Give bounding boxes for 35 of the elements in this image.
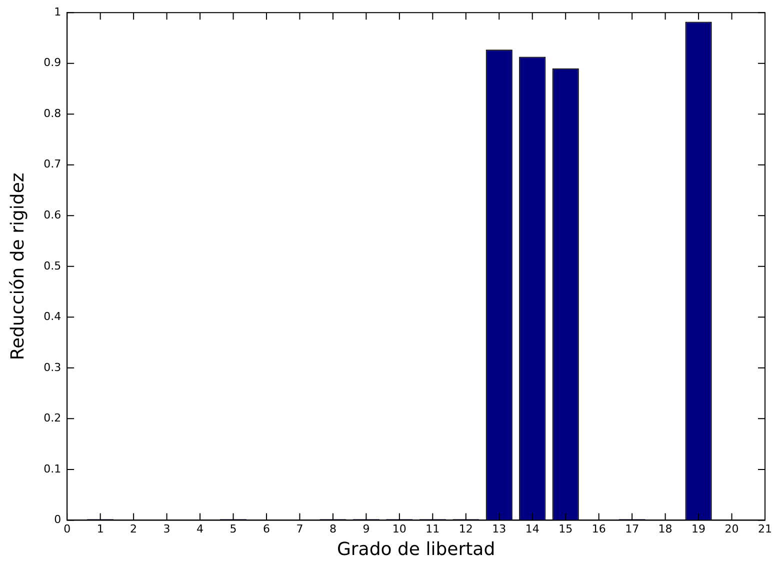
x-tick-label: 7 xyxy=(296,522,304,536)
y-tick-label: 0.7 xyxy=(44,158,62,171)
y-tick-label: 1 xyxy=(54,5,62,18)
x-tick-label: 17 xyxy=(625,522,640,536)
x-axis-title: Grado de libertad xyxy=(336,538,496,560)
y-axis-title: Reducción de rigidez xyxy=(7,172,28,360)
x-tick-label: 0 xyxy=(64,522,71,536)
x-tick-label: 12 xyxy=(458,522,473,536)
x-tick-label: 3 xyxy=(163,522,170,536)
x-tick-label: 18 xyxy=(658,522,672,536)
x-tick-label: 15 xyxy=(558,522,573,536)
y-tick-label: 0.4 xyxy=(44,310,62,324)
y-tick-label: 0.2 xyxy=(44,412,62,425)
x-tick-label: 14 xyxy=(525,522,540,536)
x-tick-label: 20 xyxy=(724,522,739,536)
x-tick-label: 4 xyxy=(196,522,204,536)
x-tick-label: 2 xyxy=(130,522,138,536)
x-tick-label: 5 xyxy=(230,522,237,536)
y-tick-label: 0.3 xyxy=(44,360,62,374)
x-tick-label: 21 xyxy=(758,522,772,536)
x-tick-label: 10 xyxy=(392,522,406,536)
x-tick-label: 6 xyxy=(262,522,270,536)
y-tick-label: 0.6 xyxy=(44,208,62,222)
x-tick-label: 1 xyxy=(96,522,104,536)
y-tick-label: 0 xyxy=(54,513,62,526)
y-tick-label: 0.9 xyxy=(44,56,62,70)
x-tick-label: 8 xyxy=(329,522,336,536)
x-tick-label: 9 xyxy=(362,522,370,536)
y-tick-label: 0.5 xyxy=(44,259,62,272)
x-tick-label: 11 xyxy=(426,522,440,536)
y-tick-label: 0.1 xyxy=(44,462,62,476)
x-tick-label: 16 xyxy=(592,522,606,536)
x-tick-label: 13 xyxy=(492,522,506,536)
y-tick-label: 0.8 xyxy=(44,106,62,120)
x-tick-label: 19 xyxy=(692,522,706,536)
